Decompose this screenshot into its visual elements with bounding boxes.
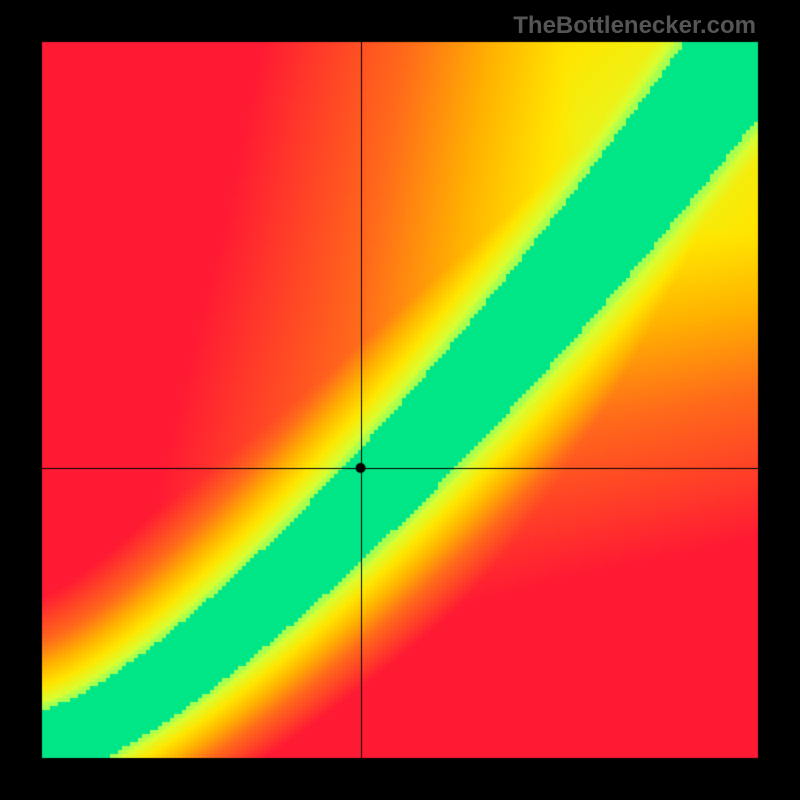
chart-container: TheBottlenecker.com <box>0 0 800 800</box>
bottleneck-heatmap <box>0 0 800 800</box>
watermark-text: TheBottlenecker.com <box>513 12 756 40</box>
